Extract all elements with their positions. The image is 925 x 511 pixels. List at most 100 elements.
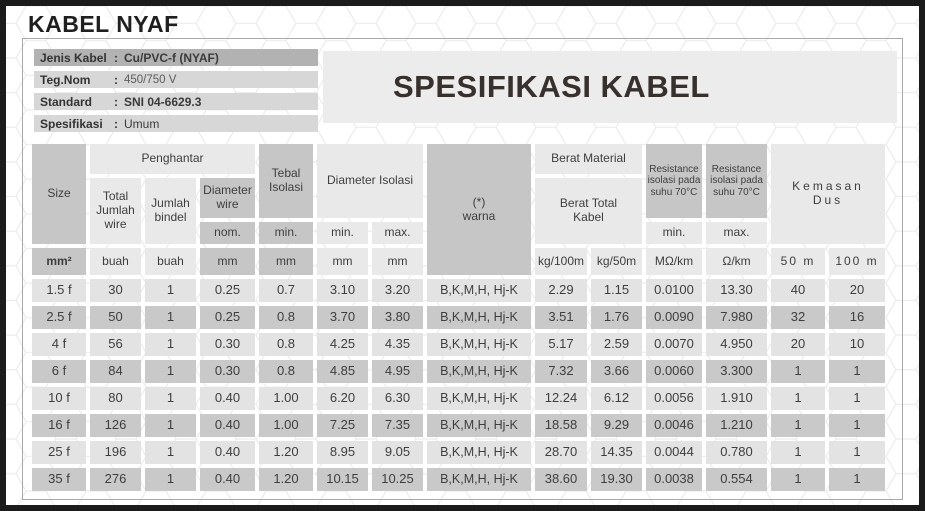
unit-total-jumlah-wire: buah (90, 248, 141, 275)
table-cell: 6.20 (317, 387, 368, 410)
table-cell: 38.60 (535, 468, 587, 491)
table-cell: 20 (771, 333, 825, 356)
unit-tebal-isolasi: mm (259, 248, 313, 275)
table-cell: 3.80 (372, 306, 423, 329)
col-header-kemasan-dus: Kemasan Dus (771, 144, 885, 244)
table-cell: 4.35 (372, 333, 423, 356)
table-cell: 0.40 (200, 441, 255, 464)
table-cell: 1.20 (259, 468, 313, 491)
table-cell: 16 f (32, 414, 86, 437)
table-cell: 35 f (32, 468, 86, 491)
table-cell: 28.70 (535, 441, 587, 464)
table-cell: 0.0038 (646, 468, 702, 491)
info-label: Jenis Kabel (40, 50, 107, 65)
table-cell: 4.25 (317, 333, 368, 356)
col-header-total-jumlah-wire: Total Jumlah wire (90, 178, 141, 244)
table-cell: 6.30 (372, 387, 423, 410)
table-cell: 1 (829, 441, 885, 464)
table-cell: 0.8 (259, 360, 313, 383)
table-cell: 0.0100 (646, 279, 702, 302)
table-cell: 0.25 (200, 279, 255, 302)
unit-dus-50m: 50 m (771, 248, 825, 275)
table-cell: 1.76 (591, 306, 642, 329)
table-cell: 0.780 (706, 441, 767, 464)
info-label: Teg.Nom (40, 72, 91, 87)
table-cell: 5.17 (535, 333, 587, 356)
table-cell: 25 f (32, 441, 86, 464)
info-row-jenis-kabel: Jenis Kabel : Cu/PVC-f (NYAF) (34, 49, 318, 66)
table-cell: 1 (771, 441, 825, 464)
info-colon: : (114, 116, 118, 131)
table-cell: 4.950 (706, 333, 767, 356)
table-cell: 1 (829, 360, 885, 383)
table-cell: 19.30 (591, 468, 642, 491)
table-cell: 8.95 (317, 441, 368, 464)
info-label: Spesifikasi (40, 116, 103, 131)
table-cell: 0.40 (200, 387, 255, 410)
col-header-resistance-min-label: min. (646, 222, 702, 244)
table-cell: B,K,M,H, Hj-K (427, 468, 531, 491)
table-cell: B,K,M,H, Hj-K (427, 387, 531, 410)
col-header-penghantar: Penghantar (90, 144, 255, 174)
info-colon: : (114, 50, 118, 65)
table-cell: 1.15 (591, 279, 642, 302)
table-cell: 0.7 (259, 279, 313, 302)
table-cell: 0.0070 (646, 333, 702, 356)
table-cell: 0.40 (200, 468, 255, 491)
table-cell: 1 (771, 360, 825, 383)
table-cell: 3.51 (535, 306, 587, 329)
col-header-diameter-isolasi-max: max. (372, 222, 423, 244)
table-cell: 4 f (32, 333, 86, 356)
table-cell: B,K,M,H, Hj-K (427, 306, 531, 329)
table-cell: 2.59 (591, 333, 642, 356)
table-cell: 16 (829, 306, 885, 329)
table-cell: 9.29 (591, 414, 642, 437)
table-cell: 4.95 (372, 360, 423, 383)
col-header-resistance-min: Resistance isolasi pada suhu 70°C (646, 144, 702, 218)
col-header-jumlah-bindel: Jumlah bindel (145, 178, 196, 244)
table-cell: 1 (145, 414, 196, 437)
table-cell: 2.5 f (32, 306, 86, 329)
table-cell: 0.554 (706, 468, 767, 491)
table-cell: 1 (771, 468, 825, 491)
table-cell: 126 (90, 414, 141, 437)
col-header-resistance-max: Resistance isolasi pada suhu 70°C (706, 144, 767, 218)
table-cell: 2.29 (535, 279, 587, 302)
table-cell: 3.66 (591, 360, 642, 383)
table-cell: B,K,M,H, Hj-K (427, 414, 531, 437)
table-cell: 196 (90, 441, 141, 464)
table-cell: 0.0046 (646, 414, 702, 437)
table-cell: 3.10 (317, 279, 368, 302)
info-row-teg-nom: Teg.Nom : 450/750 V (34, 71, 318, 88)
table-cell: 12.24 (535, 387, 587, 410)
table-cell: 32 (771, 306, 825, 329)
table-cell: 10.25 (372, 468, 423, 491)
unit-diameter-wire: mm (200, 248, 255, 275)
col-header-diameter-isolasi-min: min. (317, 222, 368, 244)
cable-info-block: Jenis Kabel : Cu/PVC-f (NYAF) Teg.Nom : … (34, 49, 318, 137)
table-cell: 1 (771, 414, 825, 437)
table-cell: 13.30 (706, 279, 767, 302)
table-cell: 1 (829, 387, 885, 410)
table-cell: 0.8 (259, 333, 313, 356)
col-header-warna: (*) warna (427, 144, 531, 275)
table-cell: B,K,M,H, Hj-K (427, 333, 531, 356)
table-cell: 1.20 (259, 441, 313, 464)
col-header-tebal-isolasi-min: min. (259, 222, 313, 244)
info-value: Umum (124, 116, 160, 131)
table-cell: 1 (145, 441, 196, 464)
unit-resistance-max: Ω/km (706, 248, 767, 275)
unit-resistance-min: MΩ/km (646, 248, 702, 275)
table-cell: 10 f (32, 387, 86, 410)
info-value: 450/750 V (124, 73, 177, 86)
table-cell: 18.58 (535, 414, 587, 437)
table-cell: B,K,M,H, Hj-K (427, 279, 531, 302)
table-cell: B,K,M,H, Hj-K (427, 360, 531, 383)
spec-table: Size Penghantar Total Jumlah wire Jumlah… (32, 144, 885, 491)
unit-jumlah-bindel: buah (145, 248, 196, 275)
table-cell: 6 f (32, 360, 86, 383)
page-title: KABEL NYAF (28, 11, 179, 37)
table-cell: 1.5 f (32, 279, 86, 302)
table-cell: 6.12 (591, 387, 642, 410)
